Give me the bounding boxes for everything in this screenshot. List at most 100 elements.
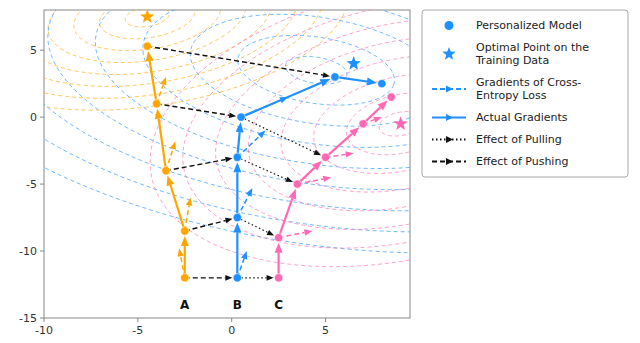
actual-gradient-head (146, 51, 154, 62)
actual-gradient (279, 189, 297, 238)
contour-ellipse (183, 10, 410, 248)
legend-label: Actual Gradients (476, 111, 568, 124)
model-point (162, 166, 170, 174)
y-tick (40, 251, 44, 252)
legend-handle (442, 47, 455, 60)
ce-gradient-head (345, 151, 353, 157)
ce-gradient-head (246, 188, 252, 197)
actual-gradient-shaft (159, 119, 166, 171)
effect-of-pushing-shaft (185, 221, 226, 231)
actual-gradient (363, 100, 388, 123)
ce-gradient-shaft (237, 136, 259, 157)
effect-of-pulling (241, 117, 321, 155)
ce-gradient-head (186, 197, 192, 205)
actual-gradient (167, 175, 185, 230)
x-tick-label: -5 (132, 324, 143, 337)
contour-ellipse (44, 10, 349, 110)
ce-gradient-shaft (241, 100, 281, 117)
model-point (274, 274, 282, 282)
contour-ellipse (44, 10, 324, 98)
actual-gradient (181, 236, 189, 278)
ce-gradient (241, 97, 288, 117)
contour-ellipse (48, 10, 410, 190)
actual-gradient-shaft (170, 185, 184, 231)
actual-gradient-head (289, 189, 297, 200)
optimal-point (393, 116, 407, 130)
effect-of-pulling-shaft (237, 218, 268, 233)
ce-gradient (279, 229, 313, 237)
model-point (237, 113, 245, 121)
optimal-point (347, 56, 361, 70)
contour-ellipse (150, 10, 410, 267)
legend-label: Effect of Pulling (476, 133, 562, 146)
y-tick-label: 0 (30, 111, 37, 124)
contour-ellipse (143, 10, 410, 147)
contour-ellipse (285, 57, 347, 84)
y-tick-label: -15 (19, 312, 37, 325)
effect-of-pulling-shaft (241, 117, 315, 152)
actual-gradient (275, 243, 283, 278)
ce-gradient (297, 176, 331, 184)
effect-of-pushing (185, 275, 233, 281)
contours (150, 10, 410, 267)
contour-ellipse (44, 10, 298, 86)
legend-box (422, 10, 628, 177)
contour-ellipse (379, 112, 410, 136)
effect-of-pushing-head (229, 112, 236, 118)
model-point (233, 213, 241, 221)
legend-label: Optimal Point on theTraining Data (475, 41, 589, 67)
path-label: A (180, 298, 190, 312)
actual-gradient-shaft (236, 233, 238, 278)
actual-gradient (335, 77, 377, 86)
contour-ellipse (48, 10, 246, 63)
actual-gradient-shaft (150, 61, 157, 104)
contour-ellipse (281, 56, 410, 192)
path-label: C (274, 298, 283, 312)
actual-gradient (146, 51, 157, 104)
legend-handle (445, 21, 454, 30)
contour-ellipse (248, 37, 410, 211)
actual-gradient (326, 127, 360, 157)
legend-label: Personalized Model (476, 19, 582, 32)
effect-of-pushing-shaft (166, 160, 226, 171)
ce-gradient (185, 197, 192, 230)
contour-ellipse (238, 35, 395, 105)
model-point (274, 233, 282, 241)
ce-gradient-head (177, 248, 183, 256)
actual-gradient-head (167, 175, 175, 186)
ce-gradient-head (241, 251, 247, 260)
contour-ellipse (125, 10, 169, 27)
actual-gradient (241, 79, 330, 117)
effect-of-pushing (166, 157, 232, 171)
actual-gradient (233, 162, 241, 217)
ce-gradient (237, 131, 265, 158)
ce-gradient-head (170, 141, 176, 150)
effect-of-pushing (157, 104, 237, 118)
x-tick (137, 318, 138, 322)
model-point (152, 100, 160, 108)
x-tick (231, 318, 232, 322)
contour-ellipse (216, 18, 410, 229)
contour-ellipse (314, 74, 410, 173)
actual-gradient (297, 161, 322, 184)
effect-of-pushing (185, 218, 233, 231)
legend-label: Gradients of Cross-Entropy Loss (476, 76, 581, 102)
model-point (233, 153, 241, 161)
ce-gradient-head (257, 131, 265, 139)
effect-of-pushing-head (225, 157, 232, 163)
actual-gradient-shaft (241, 83, 321, 117)
effect-of-pulling (237, 275, 273, 281)
model-point (143, 42, 151, 50)
effect-of-pulling-head (285, 177, 293, 182)
ce-gradient-head (279, 97, 288, 103)
y-tick-label: -10 (19, 245, 37, 258)
contour-ellipse (99, 10, 194, 39)
actual-gradient-head (378, 100, 388, 110)
effect-of-pulling-head (267, 230, 275, 236)
legend-handle-arrow (446, 136, 453, 143)
contour-ellipse (346, 93, 410, 155)
contour-ellipse (44, 10, 410, 232)
plot-frame (44, 10, 410, 318)
effect-of-pushing-shaft (147, 46, 323, 75)
actual-gradient-head (366, 78, 376, 86)
